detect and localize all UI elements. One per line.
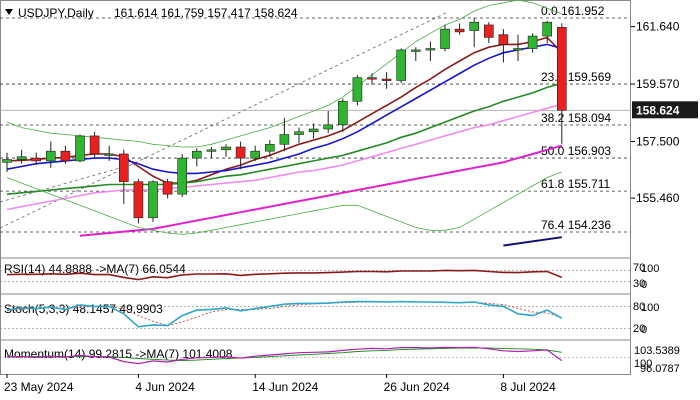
candle-body [323,124,334,130]
stoch-main-line [6,300,563,328]
ohlc-readout: 161.614 161.759 157.417 158.624 [114,6,298,20]
rsi-axis-label: 100 [641,263,659,275]
indicator-line [6,82,563,195]
candle-body [250,150,260,159]
candle-body [31,157,42,162]
fib-level-label: 50.0 156.903 [541,144,611,158]
current-price-label: 158.624 [636,103,680,117]
rsi-axis-label: 70 [633,262,645,274]
candle-body [337,100,348,126]
candle-body [264,143,275,152]
time-tick-label: 14 Jun 2024 [252,380,318,394]
stochastic-panel: Stoch(5,3,3) 48.1457 49.9903 [0,300,631,329]
candle-body [527,35,538,49]
candle-body [192,150,202,159]
candle-body [483,24,494,38]
candle-body [367,77,377,80]
rsi-axis-label: 30 [633,278,645,290]
momentum-axis-label: 100 [634,358,652,370]
stoch-label: Stoch(5,3,3) 48.1457 49.9903 [4,302,163,316]
candles [2,18,567,224]
stoch-axis-label: 20 [633,323,645,335]
time-tick-label: 26 Jun 2024 [384,380,450,394]
candle-body [162,181,173,195]
time-tick-label: 23 May 2024 [4,380,74,394]
current-price-box [632,101,698,119]
stoch-axis-label: 80 [633,301,645,313]
candle-body [469,21,480,31]
price-axis: 161.640 159.570 157.500 155.460 [631,20,680,205]
candle-body [221,146,231,151]
candle-body [235,146,246,159]
price-tick-label: 161.640 [636,20,680,34]
candle-body [60,150,71,162]
rsi-axis-label: 0 [641,279,647,291]
stoch-axis-label: 0 [641,324,647,336]
rsi-label: RSI(14) 44.8888 ->MA(7) 66.0544 [4,262,186,276]
indicator-line [79,144,563,237]
time-axis: 23 May 2024 4 Jun 2024 14 Jun 2024 26 Jun 2… [4,374,556,394]
collapse-arrow-icon[interactable] [5,9,13,15]
candle-body [279,134,290,145]
channel-line-lower [0,167,121,203]
candle-body [133,181,144,219]
candle-body [2,159,12,163]
current-price-badge: 158.624 [632,101,698,119]
candle-body [308,128,319,133]
time-tick-label: 4 Jun 2024 [135,380,195,394]
time-tick-label: 8 Jul 2024 [500,380,556,394]
indicator-line [6,171,562,235]
candle-body [498,34,509,45]
candle-body [352,77,363,102]
price-tick-label: 155.460 [636,191,680,205]
candle-body [440,28,450,49]
momentum-panel: Momentum(14) 99.2815 ->MA(7) 101.4008 [0,346,631,365]
fib-level-label: 76.4 154.236 [541,218,611,232]
candle-body [425,48,436,51]
price-tick-label: 159.570 [636,77,680,91]
candle-body [148,181,158,219]
momentum-axis-label: 96.0787 [640,363,680,375]
indicator-line [6,103,563,211]
momentum-main-line [6,346,563,365]
candle-body [294,131,304,135]
fib-level-label: 23.6 159.569 [541,70,611,84]
momentum-label: Momentum(14) 99.2815 ->MA(7) 101.4008 [4,347,233,361]
candle-body [396,49,407,81]
candle-body [45,150,56,162]
candle-body [75,135,85,162]
candle-body [104,153,114,156]
chart-frame [0,0,631,375]
price-tick-label: 157.500 [636,134,680,148]
candle-body [381,78,392,81]
fib-level-label: 61.8 155.711 [541,177,611,191]
candle-body [410,49,421,52]
candle-body [119,153,129,183]
candle-body [206,149,217,152]
candle-body [177,157,187,195]
rsi-panel: RSI(14) 44.8888 ->MA(7) 66.0544 [0,262,631,282]
indicator-line [6,43,563,175]
channel-line-upper [0,11,449,229]
symbol-label: USDJPY,Daily [18,6,94,20]
stoch-axis-label: 100 [641,302,659,314]
candle-body [513,48,523,51]
momentum-axis-label: 103.5389 [634,345,680,357]
candle-body [89,135,100,155]
candle-body [542,21,553,37]
fib-level-label: 0.0 161.952 [541,4,605,18]
fib-level-label: 38.2 158.094 [541,111,611,125]
rsi-line [6,269,563,281]
trend-lines [0,11,449,229]
candle-body [556,27,567,111]
candle-body [454,28,465,33]
candle-body [16,156,27,160]
indicator-line [503,236,562,247]
